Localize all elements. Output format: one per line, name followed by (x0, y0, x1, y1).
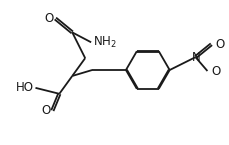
Text: N: N (191, 51, 200, 64)
Text: HO: HO (15, 81, 33, 94)
Text: O: O (214, 38, 224, 51)
Text: O: O (210, 65, 220, 78)
Text: NH$_2$: NH$_2$ (93, 35, 116, 50)
Text: O: O (41, 104, 50, 117)
Text: O: O (44, 12, 53, 25)
